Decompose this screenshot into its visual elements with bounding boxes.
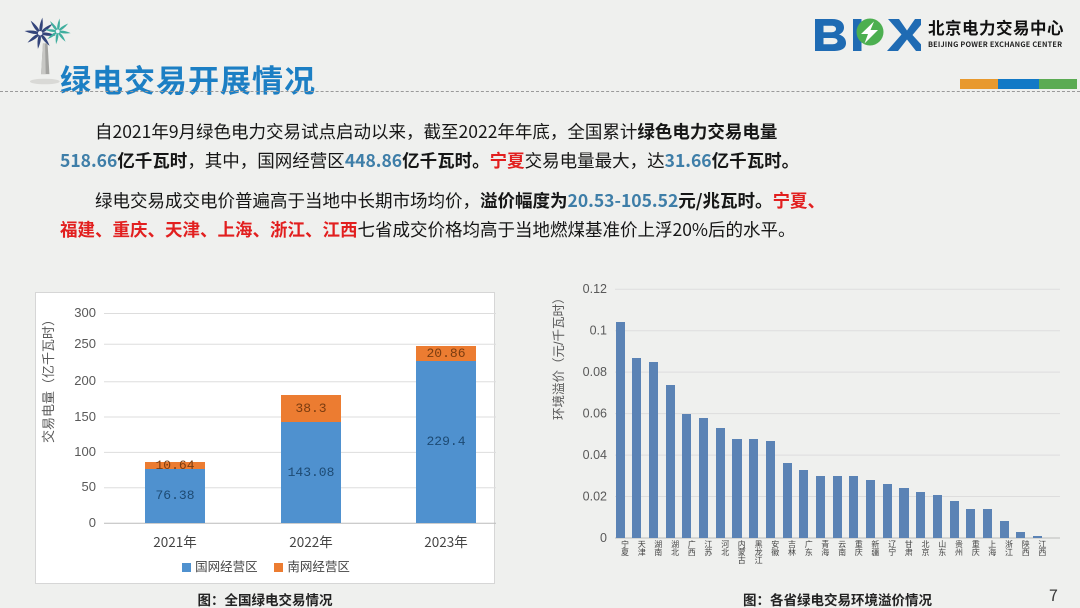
- svg-text:0.12: 0.12: [583, 282, 607, 296]
- svg-text:环境溢价（元/千瓦时）: 环境溢价（元/千瓦时）: [551, 292, 566, 420]
- svg-text:0.06: 0.06: [583, 406, 607, 420]
- svg-text:0: 0: [600, 531, 607, 545]
- svg-text:0.08: 0.08: [583, 365, 607, 379]
- svg-text:0.02: 0.02: [583, 489, 607, 503]
- svg-text:0.1: 0.1: [590, 324, 607, 338]
- svg-text:0.04: 0.04: [583, 448, 607, 462]
